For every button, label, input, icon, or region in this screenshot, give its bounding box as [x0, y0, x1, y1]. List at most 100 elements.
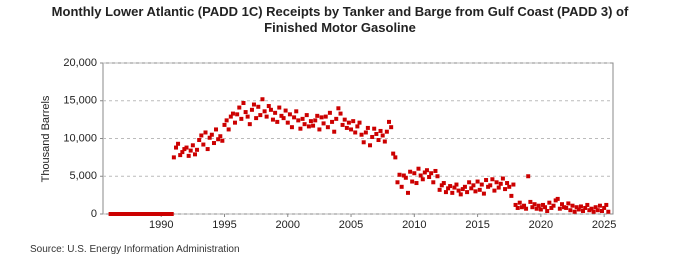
data-point: [572, 209, 577, 214]
data-point: [479, 182, 484, 187]
data-point: [562, 205, 567, 210]
data-point: [393, 155, 398, 160]
data-point: [332, 129, 337, 134]
data-point: [353, 130, 358, 135]
data-point: [152, 212, 157, 216]
data-point: [188, 148, 193, 153]
data-point: [515, 205, 520, 210]
data-point: [429, 171, 434, 176]
data-point: [578, 204, 583, 209]
data-point: [486, 184, 491, 189]
data-point: [349, 127, 354, 132]
data-point: [433, 168, 438, 173]
data-point: [136, 212, 141, 216]
data-point: [418, 173, 423, 178]
x-tick-label: 1990: [149, 219, 173, 231]
data-point: [431, 180, 436, 185]
data-point: [306, 124, 311, 129]
data-point: [273, 110, 278, 115]
data-point: [119, 212, 124, 216]
data-point: [541, 202, 546, 207]
data-point: [325, 125, 330, 130]
data-point: [142, 212, 147, 216]
data-point: [355, 124, 360, 129]
data-point: [184, 145, 189, 150]
data-point: [180, 150, 185, 155]
data-point: [131, 212, 136, 216]
data-point: [209, 132, 214, 137]
x-tick-label: 2020: [529, 219, 553, 231]
data-point: [216, 137, 221, 142]
data-point: [336, 106, 341, 111]
data-point: [296, 118, 301, 123]
data-point: [511, 182, 516, 187]
data-point: [226, 127, 231, 132]
data-point: [125, 212, 130, 216]
data-point: [283, 108, 288, 113]
data-point: [262, 109, 267, 114]
data-point: [169, 212, 174, 216]
data-point: [399, 184, 404, 189]
data-point: [389, 125, 394, 130]
data-point: [317, 127, 322, 132]
data-point: [547, 200, 552, 205]
data-point: [176, 141, 181, 146]
data-point: [224, 118, 229, 123]
data-point: [401, 173, 406, 178]
data-point: [585, 202, 590, 207]
data-point: [163, 212, 168, 216]
data-point: [174, 145, 179, 150]
data-point: [287, 112, 292, 117]
data-point: [266, 104, 271, 109]
data-point: [344, 125, 349, 130]
data-point: [260, 97, 265, 102]
y-tick-label: 10,000: [63, 132, 97, 144]
data-point: [387, 119, 392, 124]
data-point: [462, 184, 467, 189]
data-point: [167, 212, 172, 216]
data-point: [277, 105, 282, 110]
data-point: [560, 202, 564, 207]
data-point: [568, 208, 573, 213]
data-point: [222, 122, 227, 127]
data-point: [247, 122, 252, 127]
data-point: [465, 190, 470, 195]
data-point: [477, 187, 482, 192]
data-point: [319, 115, 324, 120]
data-point: [408, 169, 413, 174]
data-point: [450, 190, 455, 195]
data-point: [338, 111, 343, 116]
data-point: [581, 208, 586, 213]
data-point: [583, 205, 588, 210]
data-point: [346, 120, 351, 125]
data-point: [159, 212, 164, 216]
source-note: Source: U.S. Energy Information Administ…: [30, 244, 240, 255]
data-point: [519, 205, 524, 210]
data-point: [186, 153, 191, 158]
data-point: [420, 177, 425, 182]
data-point: [127, 212, 132, 216]
data-point: [218, 134, 223, 139]
data-point: [602, 205, 607, 210]
data-point: [294, 109, 299, 114]
data-point: [380, 133, 385, 138]
data-point: [458, 192, 463, 197]
data-point: [330, 119, 335, 124]
data-point: [475, 179, 480, 184]
data-point: [237, 105, 242, 110]
data-point: [211, 141, 216, 146]
data-point: [123, 212, 128, 216]
data-point: [591, 209, 596, 214]
data-point: [441, 181, 446, 186]
data-point: [435, 174, 440, 179]
data-point: [298, 126, 303, 131]
data-point: [228, 114, 233, 119]
x-tick-label: 2005: [339, 219, 363, 231]
data-point: [249, 107, 254, 112]
data-point: [195, 147, 200, 152]
y-tick-label: 15,000: [63, 95, 97, 107]
data-point: [545, 208, 550, 213]
data-point: [258, 113, 263, 118]
data-point: [574, 205, 579, 210]
data-point: [443, 190, 448, 195]
